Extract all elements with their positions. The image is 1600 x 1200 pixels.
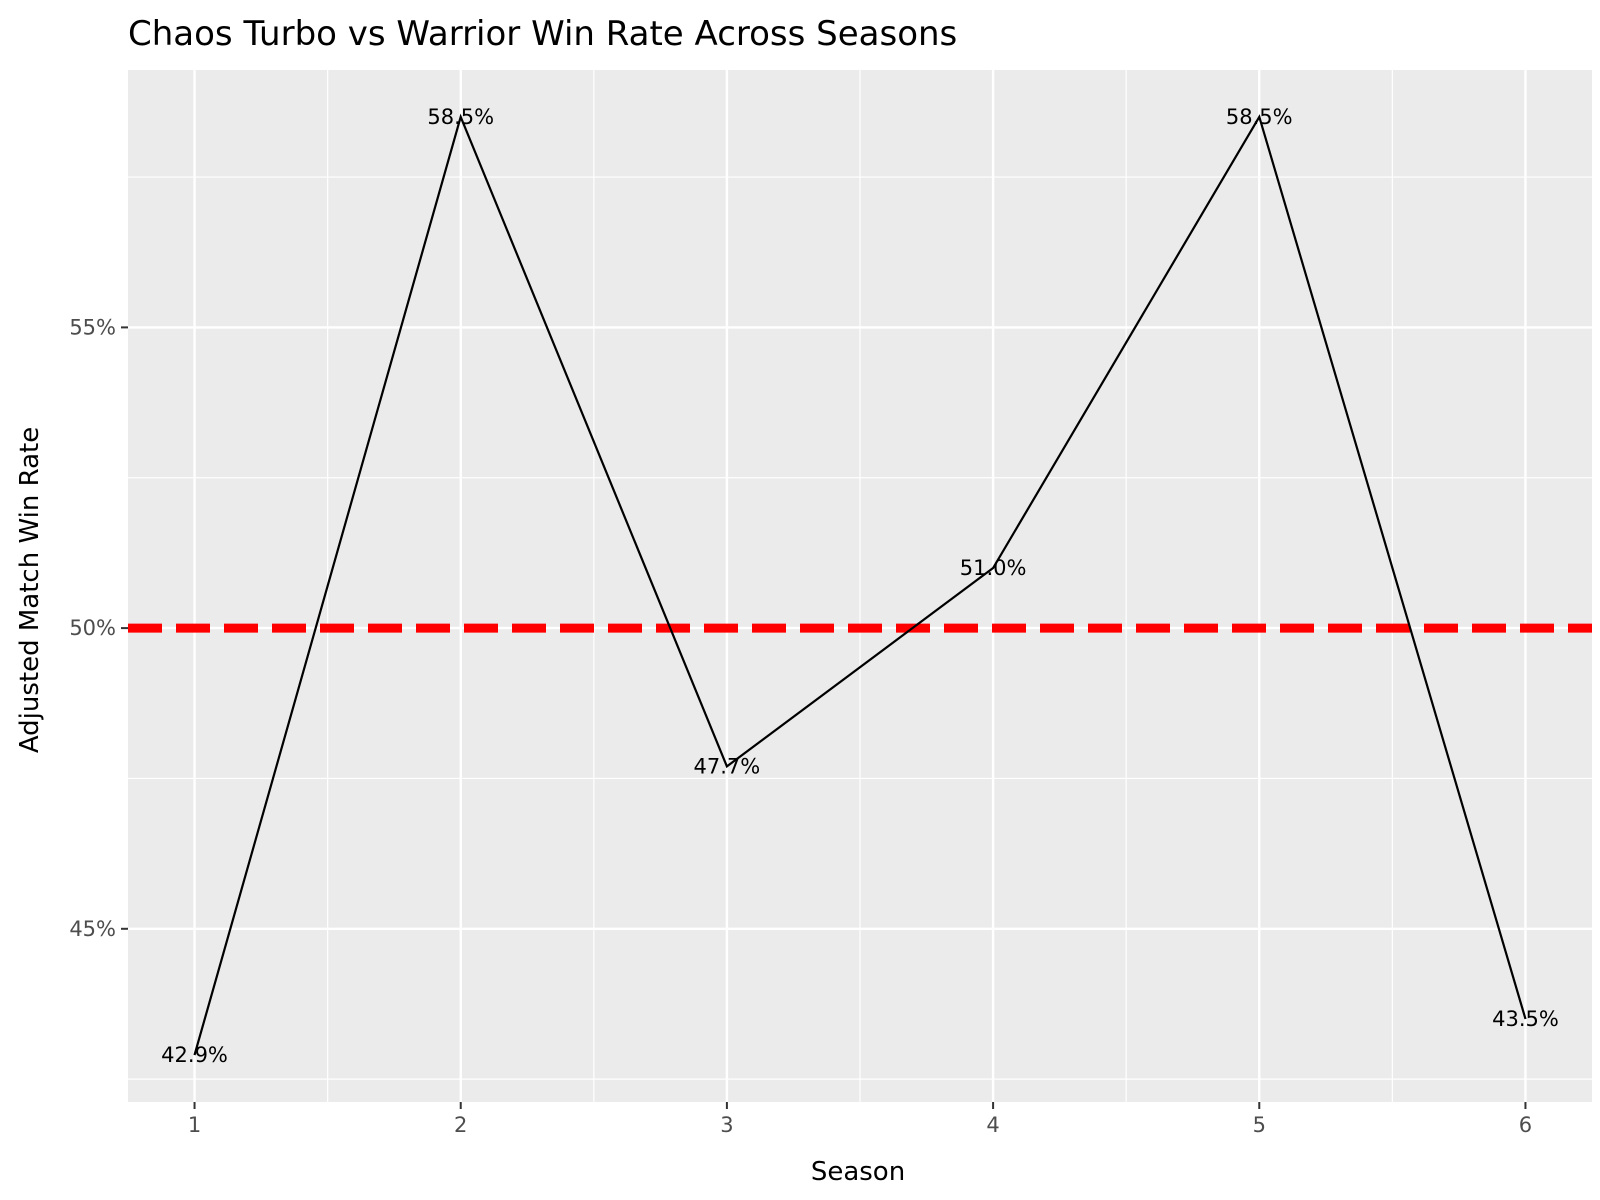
minor-gridlines xyxy=(128,70,1592,1102)
data-label: 47.7% xyxy=(694,754,761,778)
y-tick-label: 50% xyxy=(69,616,116,640)
data-labels: 42.9% 58.5% 47.7% 51.0% 58.5% 43.5% xyxy=(161,105,1559,1067)
data-label: 43.5% xyxy=(1492,1007,1559,1031)
x-tick-label: 5 xyxy=(1253,1113,1266,1137)
x-tick-label: 3 xyxy=(720,1113,733,1137)
data-label: 42.9% xyxy=(161,1043,228,1067)
x-axis: 1 2 3 4 5 6 xyxy=(188,1102,1532,1137)
x-tick-label: 4 xyxy=(986,1113,999,1137)
data-label: 51.0% xyxy=(960,556,1027,580)
y-axis-title: Adjusted Match Win Rate xyxy=(15,427,45,753)
x-tick-label: 1 xyxy=(188,1113,201,1137)
chart-title: Chaos Turbo vs Warrior Win Rate Across S… xyxy=(128,14,957,54)
data-label: 58.5% xyxy=(427,105,494,129)
y-tick-label: 55% xyxy=(69,315,116,339)
x-tick-label: 2 xyxy=(454,1113,467,1137)
x-tick-label: 6 xyxy=(1519,1113,1532,1137)
x-axis-title: Season xyxy=(811,1157,905,1187)
y-axis: 45% 50% 55% xyxy=(69,315,128,941)
y-tick-label: 45% xyxy=(69,917,116,941)
data-label: 58.5% xyxy=(1226,105,1293,129)
series-line xyxy=(193,113,1527,1056)
